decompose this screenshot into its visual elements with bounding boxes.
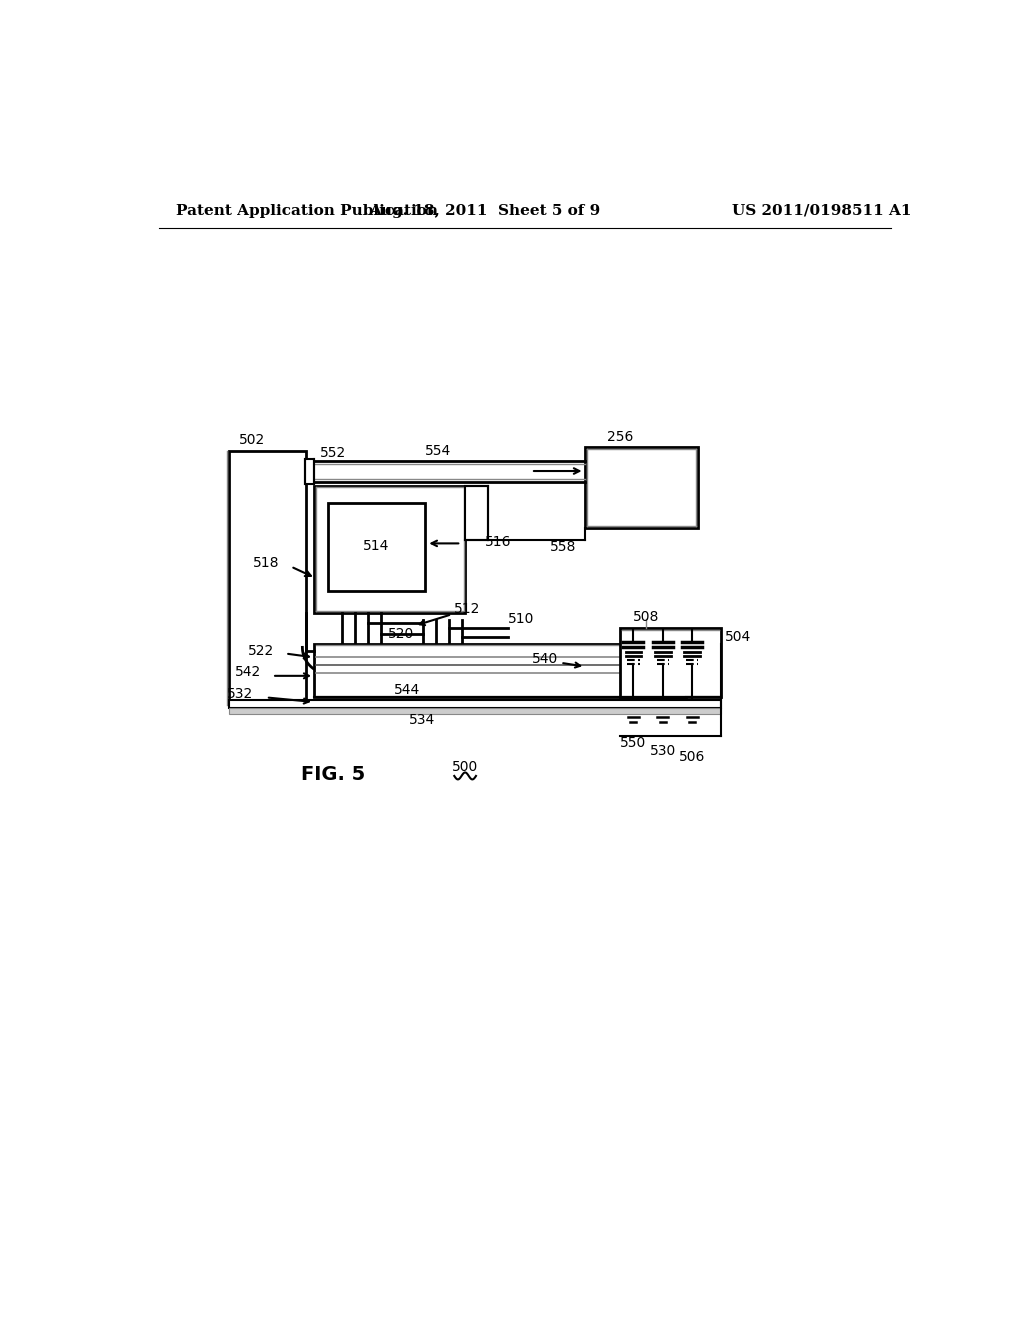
Bar — [228, 451, 306, 705]
Text: US 2011/0198511 A1: US 2011/0198511 A1 — [732, 203, 912, 218]
Text: 550: 550 — [621, 735, 646, 750]
Text: 518: 518 — [253, 556, 280, 570]
Bar — [621, 628, 721, 697]
Text: 502: 502 — [239, 433, 265, 447]
Bar — [314, 644, 686, 697]
Text: 532: 532 — [227, 686, 254, 701]
Bar — [465, 486, 488, 540]
Text: 540: 540 — [531, 652, 558, 665]
Text: FIG. 5: FIG. 5 — [301, 764, 366, 784]
Text: 520: 520 — [388, 627, 414, 642]
Text: 522: 522 — [248, 644, 273, 659]
Bar — [314, 486, 465, 612]
Bar — [586, 447, 697, 528]
Text: 510: 510 — [508, 612, 535, 626]
Text: 256: 256 — [607, 430, 633, 444]
Text: 530: 530 — [649, 743, 676, 758]
Text: 558: 558 — [550, 540, 577, 554]
Text: 512: 512 — [454, 602, 480, 616]
Text: 516: 516 — [484, 535, 511, 549]
Text: 534: 534 — [410, 714, 435, 727]
Bar — [228, 700, 721, 708]
Bar — [305, 459, 314, 484]
Text: 542: 542 — [236, 665, 261, 678]
Text: 508: 508 — [633, 610, 658, 623]
Text: 544: 544 — [394, 682, 420, 697]
Text: 552: 552 — [321, 446, 346, 461]
Text: 500: 500 — [452, 760, 478, 774]
Text: Patent Application Publication: Patent Application Publication — [176, 203, 438, 218]
Bar — [328, 503, 425, 591]
Text: 554: 554 — [425, 444, 452, 458]
Text: 506: 506 — [679, 750, 706, 764]
Text: 514: 514 — [362, 539, 389, 553]
Bar — [228, 708, 721, 714]
Text: Aug. 18, 2011  Sheet 5 of 9: Aug. 18, 2011 Sheet 5 of 9 — [369, 203, 600, 218]
Text: 504: 504 — [725, 631, 751, 644]
